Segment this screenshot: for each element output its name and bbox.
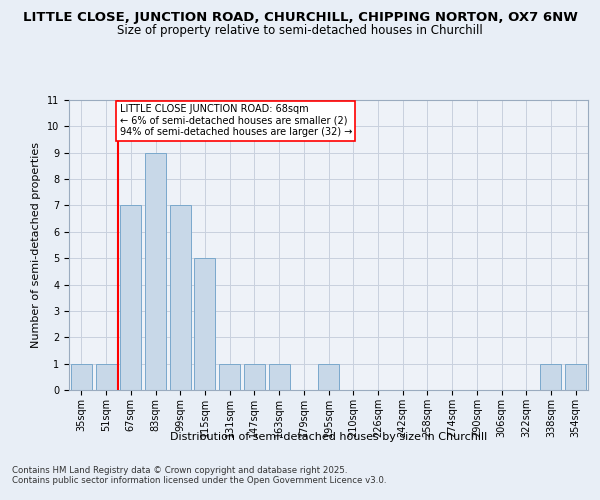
Bar [269, 364, 290, 390]
Bar [170, 206, 191, 390]
Bar [95, 364, 116, 390]
Y-axis label: Number of semi-detached properties: Number of semi-detached properties [31, 142, 41, 348]
Bar [219, 364, 240, 390]
Text: LITTLE CLOSE JUNCTION ROAD: 68sqm
← 6% of semi-detached houses are smaller (2)
9: LITTLE CLOSE JUNCTION ROAD: 68sqm ← 6% o… [119, 104, 352, 137]
Text: Distribution of semi-detached houses by size in Churchill: Distribution of semi-detached houses by … [170, 432, 487, 442]
Bar [565, 364, 586, 390]
Bar [318, 364, 339, 390]
Bar [194, 258, 215, 390]
Bar [120, 206, 141, 390]
Bar [71, 364, 92, 390]
Text: Contains HM Land Registry data © Crown copyright and database right 2025.
Contai: Contains HM Land Registry data © Crown c… [12, 466, 386, 485]
Bar [244, 364, 265, 390]
Text: Size of property relative to semi-detached houses in Churchill: Size of property relative to semi-detach… [117, 24, 483, 37]
Bar [145, 152, 166, 390]
Text: LITTLE CLOSE, JUNCTION ROAD, CHURCHILL, CHIPPING NORTON, OX7 6NW: LITTLE CLOSE, JUNCTION ROAD, CHURCHILL, … [23, 11, 577, 24]
Bar [541, 364, 562, 390]
